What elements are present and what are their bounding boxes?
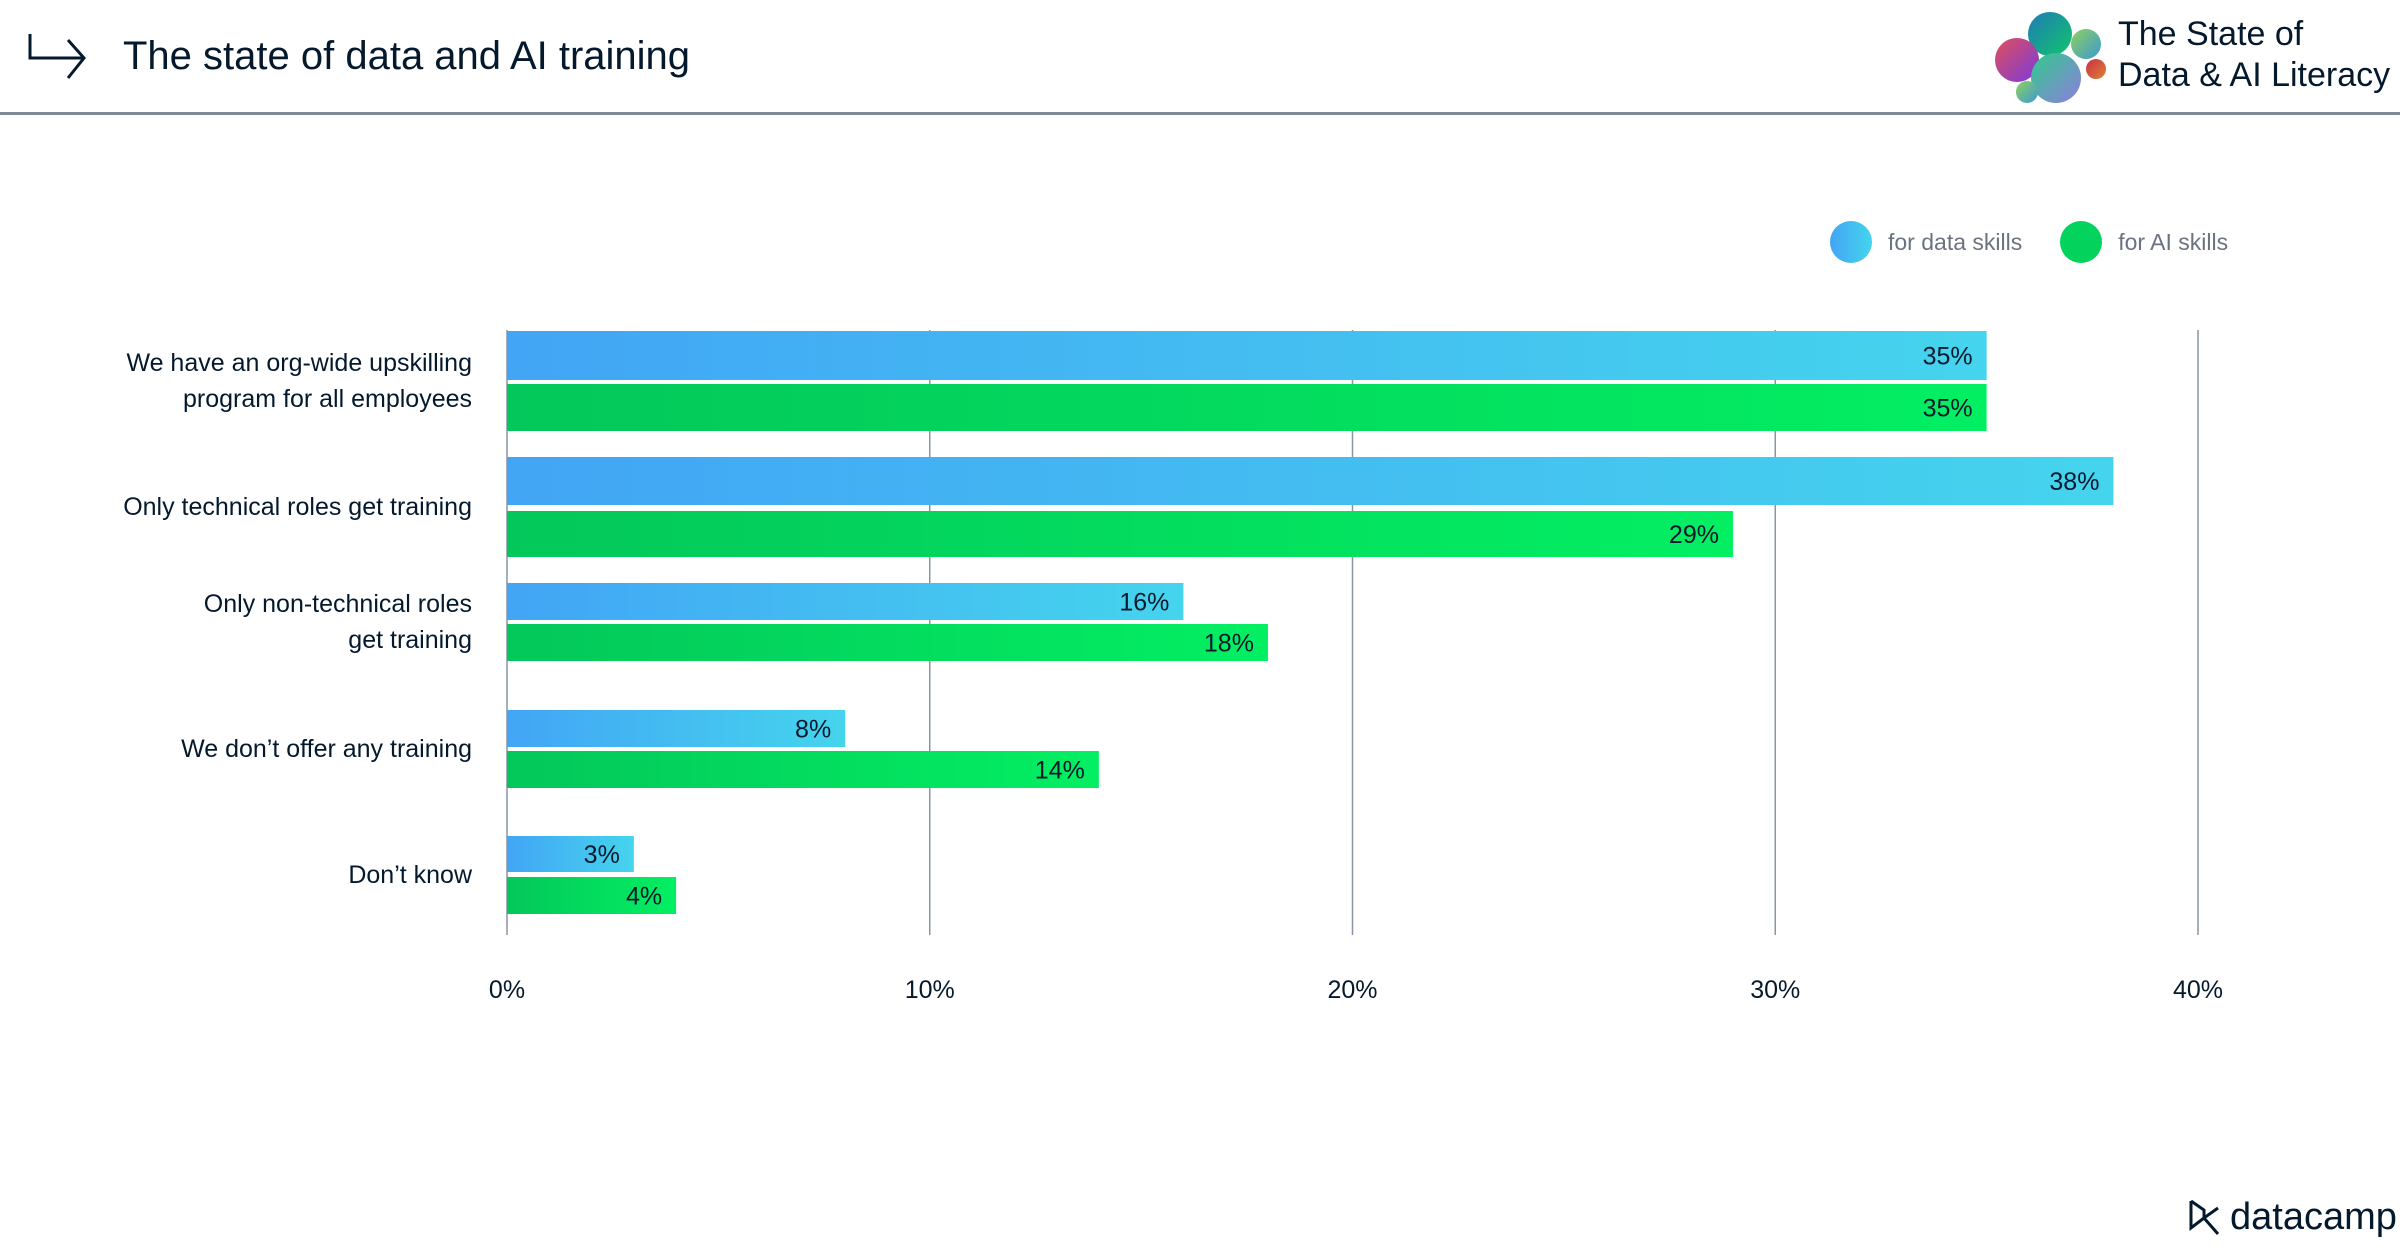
header-divider — [0, 112, 2400, 115]
category-label-line: We don’t offer any training — [181, 735, 472, 763]
bar — [507, 624, 1268, 661]
bar — [507, 877, 677, 914]
category-label: Only non-technical roles get training — [204, 586, 472, 658]
legend-item-data-skills: for data skills — [1830, 221, 2022, 263]
datacamp-icon — [2189, 1199, 2220, 1235]
bar — [507, 710, 846, 747]
x-tick-label: 30% — [1750, 976, 1800, 1004]
brand-line-1: The State of — [2118, 15, 2304, 53]
brand-line-2: Data & AI Literacy — [2118, 56, 2391, 94]
data-label: 3% — [584, 841, 620, 869]
datacamp-wordmark: datacamp — [2230, 1196, 2397, 1238]
data-label: 35% — [1923, 395, 1973, 423]
state-of-literacy-logo — [1995, 12, 2106, 103]
category-label-line: get training — [348, 626, 472, 654]
bar — [507, 583, 1184, 620]
bar — [507, 457, 2114, 505]
data-label: 29% — [1669, 521, 1719, 549]
data-label: 8% — [795, 716, 831, 744]
datacamp-logo: datacamp — [2188, 1196, 2397, 1239]
category-label: We have an org-wide upskilling program fo… — [126, 345, 472, 417]
data-label: 14% — [1035, 757, 1085, 785]
legend-label: for AI skills — [2118, 228, 2229, 255]
legend-swatch-ai-skills — [2060, 221, 2103, 263]
bar — [507, 836, 634, 872]
category-label: We don’t offer any training — [181, 731, 472, 767]
bar — [507, 511, 1733, 557]
legend-item-ai-skills: for AI skills — [2060, 221, 2228, 263]
category-label-line: Don’t know — [348, 861, 472, 889]
category-label-line: Only non-technical roles — [203, 590, 472, 618]
x-tick-label: 0% — [489, 976, 525, 1004]
category-label: Only technical roles get training — [123, 489, 472, 525]
category-label-line: We have an org-wide upskilling — [126, 349, 472, 377]
data-label: 38% — [2049, 468, 2099, 496]
x-tick-label: 40% — [2173, 976, 2223, 1004]
bar — [507, 331, 1987, 380]
legend-swatch-data-skills — [1830, 221, 1872, 263]
report-brand: The State of Data & AI Literacy — [2118, 14, 2390, 96]
legend-label: for data skills — [1888, 228, 2023, 255]
category-label: Don’t know — [348, 857, 472, 893]
category-label-line: Only technical roles get training — [123, 493, 472, 521]
data-label: 18% — [1204, 630, 1254, 658]
data-label: 16% — [1119, 589, 1169, 617]
arrow-turn-right-icon — [28, 34, 86, 79]
data-label: 4% — [626, 883, 662, 911]
bar — [507, 384, 1987, 431]
category-label-line: program for all employees — [182, 385, 472, 413]
legend: for data skills for AI skills — [1830, 220, 2266, 264]
page-title: The state of data and AI training — [123, 34, 691, 78]
x-tick-label: 10% — [905, 976, 955, 1004]
data-label: 35% — [1923, 343, 1973, 371]
bar — [507, 751, 1099, 788]
x-tick-label: 20% — [1327, 976, 1377, 1004]
